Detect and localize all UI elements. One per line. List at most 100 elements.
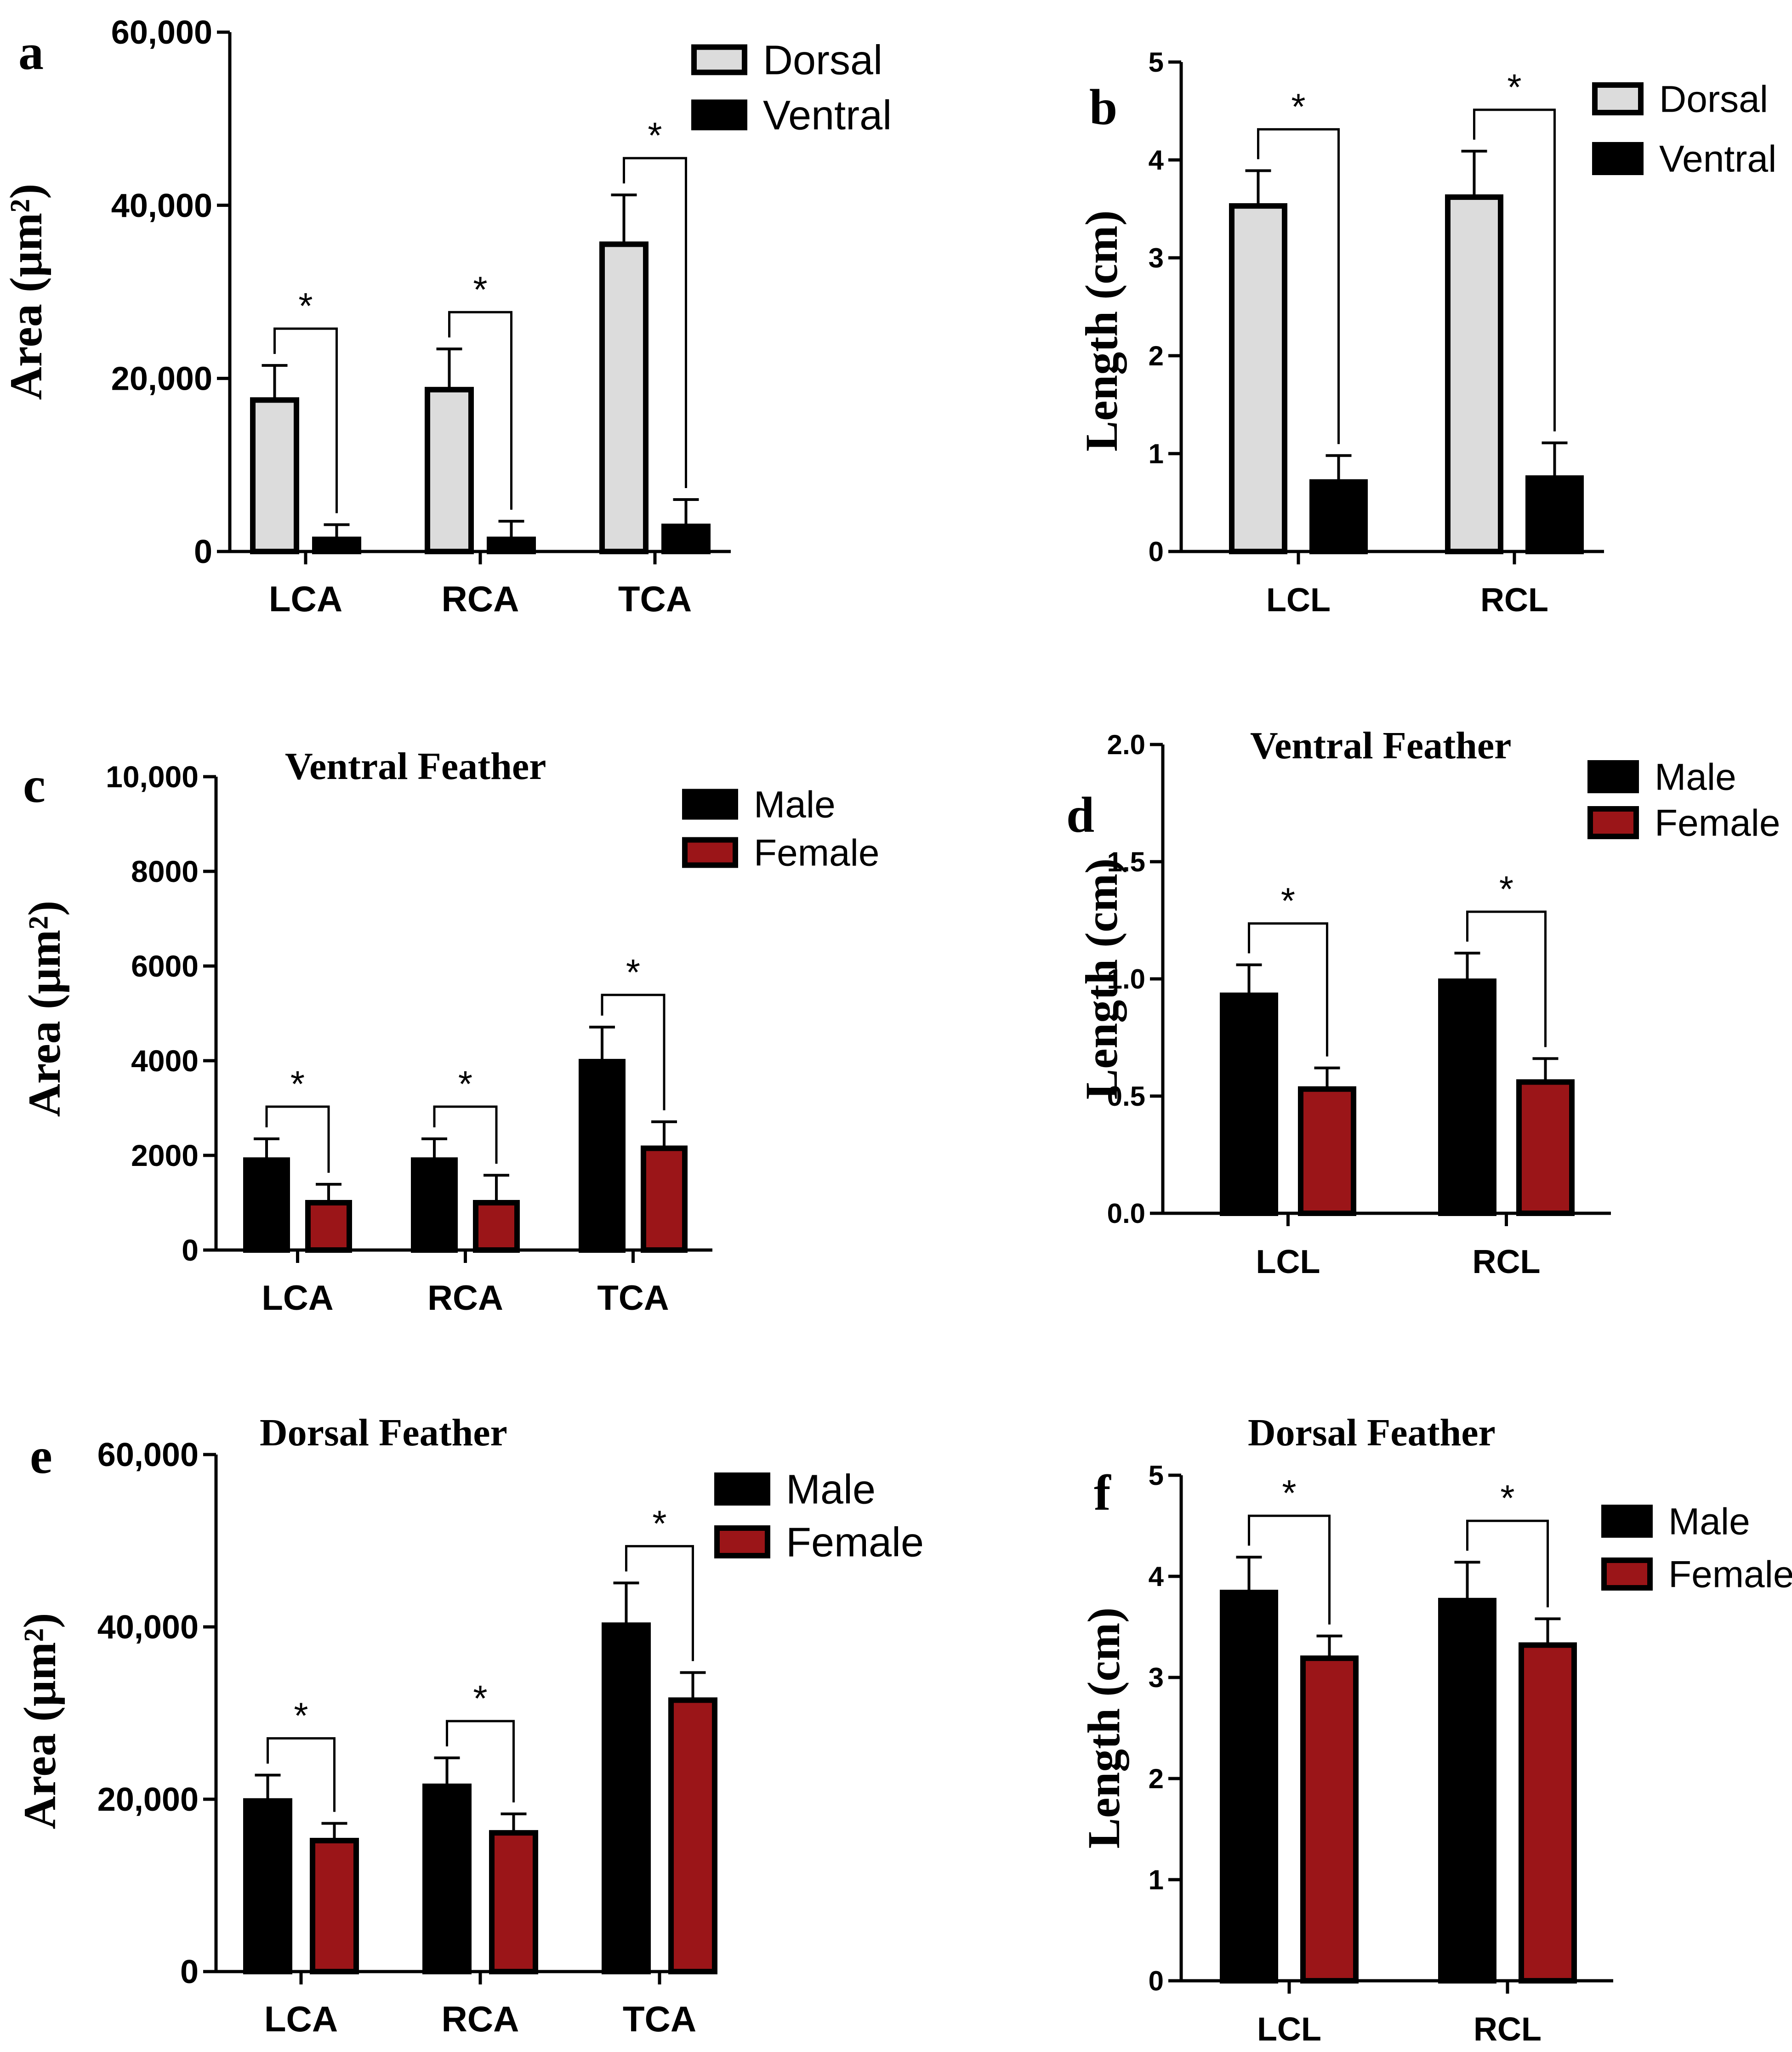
panel-d: d Ventral Feather Length (cm) 0.0 0.5 1.0 1.5 2… — [901, 680, 1792, 1351]
bar-male-lcl — [1220, 1590, 1278, 1984]
bar-ventral-rca — [487, 536, 536, 554]
y-axis-label: Length (cm) — [1078, 1608, 1129, 1849]
bar-male-tca — [602, 1622, 651, 1974]
y-tick-label: 5 — [1149, 47, 1164, 78]
legend-swatch-ventral — [691, 99, 747, 131]
x-category-label: TCA — [618, 579, 692, 619]
y-axis-label: Area (μm²) — [19, 901, 70, 1117]
bar-female-rca — [473, 1200, 520, 1253]
panel-b: b Length (cm) 0 1 2 3 4 5 LCL * RCL * Dorsal Ventral — [901, 0, 1792, 653]
significance-bracket — [1248, 922, 1328, 1057]
panel-letter: c — [23, 757, 46, 813]
y-tick-label: 1.0 — [1107, 964, 1145, 995]
panel-letter: f — [1094, 1465, 1111, 1521]
y-tick-label: 3 — [1149, 1662, 1164, 1693]
bar-female-rca — [489, 1830, 538, 1974]
bar-male-rca — [422, 1783, 472, 1974]
panel-letter: e — [30, 1428, 52, 1484]
bar-female-tca — [668, 1697, 717, 1974]
x-category-label: LCL — [1256, 1244, 1320, 1280]
bar-male-rcl — [1438, 978, 1496, 1216]
bar-dorsal-lcl — [1229, 203, 1287, 554]
y-tick-label: 2.0 — [1107, 729, 1145, 760]
chart-title: Ventral Feather — [285, 745, 546, 788]
significance-bracket — [265, 1105, 330, 1173]
y-tick-label: 4 — [1149, 1561, 1164, 1592]
bar-male-lcl — [1220, 992, 1278, 1216]
x-category-label: RCL — [1473, 2011, 1542, 2048]
bar-dorsal-lca — [250, 397, 299, 555]
legend-swatch-male — [682, 789, 738, 820]
y-axis-label: Area (μm²) — [14, 1613, 65, 1830]
x-category-label: LCL — [1257, 2011, 1321, 2048]
y-tick-label: 4000 — [131, 1044, 199, 1078]
bar-male-lca — [243, 1798, 292, 1974]
significance-bracket — [1473, 108, 1556, 432]
bar-female-lca — [310, 1838, 359, 1974]
legend-label-female: Female — [1668, 1554, 1792, 1596]
significance-bracket — [267, 1737, 336, 1812]
bar-female-lcl — [1300, 1655, 1359, 1984]
significance-bracket — [625, 1545, 694, 1661]
chart-a: a Area (μm²) 0 20,000 40,000 60,000 LCA * RCA * TC… — [0, 14, 892, 619]
bar-female-rcl — [1519, 1642, 1577, 1984]
significance-star: * — [1507, 67, 1521, 108]
y-tick-label: 2000 — [131, 1138, 199, 1172]
legend-swatch-female — [1601, 1557, 1653, 1591]
y-tick-label: 20,000 — [111, 361, 212, 398]
y-tick-label: 0 — [182, 1233, 199, 1267]
x-category-label: RCL — [1480, 582, 1548, 619]
bar-male-rca — [411, 1157, 458, 1253]
chart-b: b Length (cm) 0 1 2 3 4 5 LCL * RCL * Dorsal Ventral — [1076, 47, 1776, 619]
chart-title: Dorsal Feather — [260, 1411, 507, 1454]
legend-swatch-dorsal — [1592, 82, 1644, 115]
bar-male-lca — [243, 1157, 290, 1253]
chart-f: f Dorsal Feather Length (cm) 0 1 2 3 4 5 LCL * RCL *… — [1078, 1411, 1792, 2048]
significance-bracket — [433, 1105, 498, 1164]
legend-label-male: Male — [754, 784, 836, 826]
y-tick-label: 3 — [1149, 243, 1164, 273]
significance-star: * — [1282, 1472, 1296, 1513]
x-category-label: RCL — [1473, 1244, 1541, 1280]
legend-label-male: Male — [786, 1467, 876, 1513]
significance-star: * — [626, 952, 640, 993]
bar-ventral-tca — [661, 523, 711, 554]
y-tick-label: 60,000 — [97, 1437, 199, 1473]
significance-bracket — [1466, 1519, 1549, 1608]
chart-c: c Ventral Feather Area (μm²) 0 2000 4000 6000 8… — [19, 745, 879, 1318]
legend-swatch-male — [1601, 1505, 1653, 1538]
chart-title: Dorsal Feather — [1248, 1411, 1496, 1454]
legend-label-ventral: Ventral — [1659, 138, 1776, 180]
significance-star: * — [1291, 86, 1305, 127]
significance-star: * — [652, 1503, 666, 1544]
significance-bracket — [1466, 910, 1547, 1047]
significance-bracket — [1257, 128, 1340, 444]
bar-ventral-rcl — [1525, 475, 1584, 554]
y-tick-label: 1 — [1149, 438, 1164, 469]
y-tick-label: 60,000 — [111, 14, 212, 51]
significance-bracket — [601, 994, 666, 1110]
significance-star: * — [1281, 880, 1295, 921]
y-axis-label: Length (cm) — [1076, 858, 1127, 1100]
y-tick-label: 0 — [1149, 536, 1164, 567]
legend-label-male: Male — [1668, 1501, 1750, 1543]
legend-label-female: Female — [786, 1520, 924, 1566]
y-tick-label: 20,000 — [97, 1781, 199, 1818]
significance-star: * — [1499, 869, 1513, 909]
legend-label-male: Male — [1655, 756, 1736, 798]
bar-male-rcl — [1438, 1597, 1496, 1984]
x-category-label: RCA — [442, 579, 519, 619]
significance-star: * — [1500, 1478, 1514, 1518]
bar-dorsal-tca — [599, 241, 649, 554]
legend-swatch-female — [682, 837, 738, 868]
bar-female-rcl — [1516, 1079, 1575, 1216]
bar-female-lcl — [1298, 1086, 1356, 1216]
significance-star: * — [458, 1063, 472, 1104]
bar-ventral-lcl — [1309, 479, 1368, 555]
x-category-label: LCA — [264, 1999, 338, 2039]
y-tick-label: 2 — [1149, 1763, 1164, 1794]
legend-label-dorsal: Dorsal — [763, 38, 882, 84]
legend-label-dorsal: Dorsal — [1659, 79, 1768, 120]
y-tick-label: 0.0 — [1107, 1198, 1145, 1229]
panel-a: a Area (μm²) 0 20,000 40,000 60,000 LCA * RCA * TC… — [0, 0, 901, 653]
